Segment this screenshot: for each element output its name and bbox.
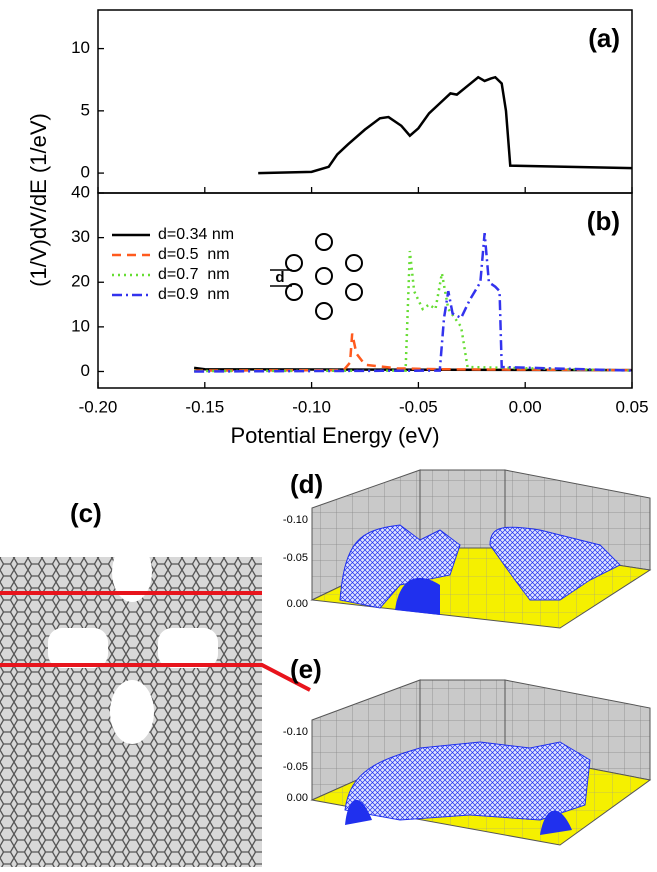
y-tick-label: 5 <box>81 100 90 119</box>
x-tick-label: 0.00 <box>509 397 542 416</box>
y-tick-label: 30 <box>71 227 90 246</box>
series-line <box>194 233 632 371</box>
legend-label: d=0.34 nm <box>158 226 234 243</box>
panel-label: (c) <box>70 498 102 528</box>
x-tick-label: 0.05 <box>615 397 648 416</box>
panel-label: (b) <box>587 206 620 236</box>
hole <box>158 628 218 668</box>
y-tick-label: 0 <box>81 163 90 182</box>
z-tick-label: -0.05 <box>283 552 308 564</box>
inset-circle <box>346 284 362 300</box>
y-tick-label: 10 <box>71 316 90 335</box>
x-tick-label: -0.20 <box>79 397 118 416</box>
wall <box>420 680 505 752</box>
inset-diagram: d <box>270 234 362 319</box>
figure: (c) (d) -0.10 -0.05 0.00 (e) -0.10 -0.05… <box>0 0 657 872</box>
panel-label: (d) <box>290 469 323 499</box>
panel-label: (e) <box>290 654 322 684</box>
x-tick-label: -0.15 <box>185 397 224 416</box>
inset-label: d <box>275 269 284 286</box>
z-tick-label: 0.00 <box>287 598 308 610</box>
page: {"chart_data": [ {"type": "line", "annot… <box>0 0 657 872</box>
x-tick-label: -0.10 <box>292 397 331 416</box>
surface-plot <box>312 680 650 845</box>
series-line <box>194 251 632 371</box>
panel-label: (a) <box>588 23 620 53</box>
y-tick-label: 10 <box>71 38 90 57</box>
y-tick-label: 0 <box>81 361 90 380</box>
y-axis-title: (1/V)dV/dE (1/eV) <box>26 113 51 287</box>
inset-circle <box>316 303 332 319</box>
z-tick-label: -0.10 <box>283 726 308 738</box>
series-line <box>194 334 632 371</box>
legend-label: d=0.5 nm <box>158 246 230 263</box>
inset-circle <box>286 255 302 271</box>
z-tick-label: -0.05 <box>283 761 308 773</box>
hole <box>110 680 154 744</box>
y-tick-label: 40 <box>71 182 90 201</box>
surface-plot <box>312 470 650 628</box>
legend-label: d=0.7 nm <box>158 266 230 283</box>
x-tick-label: -0.05 <box>399 397 438 416</box>
y-tick-label: 20 <box>71 272 90 291</box>
series-line <box>258 77 632 173</box>
structure-image <box>0 542 310 867</box>
inset-circle <box>346 255 362 271</box>
edge <box>0 545 262 557</box>
inset-circle <box>316 234 332 250</box>
legend-label: d=0.9 nm <box>158 286 230 303</box>
inset-circle <box>316 268 332 284</box>
hole <box>48 628 108 668</box>
x-axis-title: Potential Energy (eV) <box>230 423 439 448</box>
z-tick-label: 0.00 <box>287 792 308 804</box>
z-tick-label: -0.10 <box>283 514 308 526</box>
